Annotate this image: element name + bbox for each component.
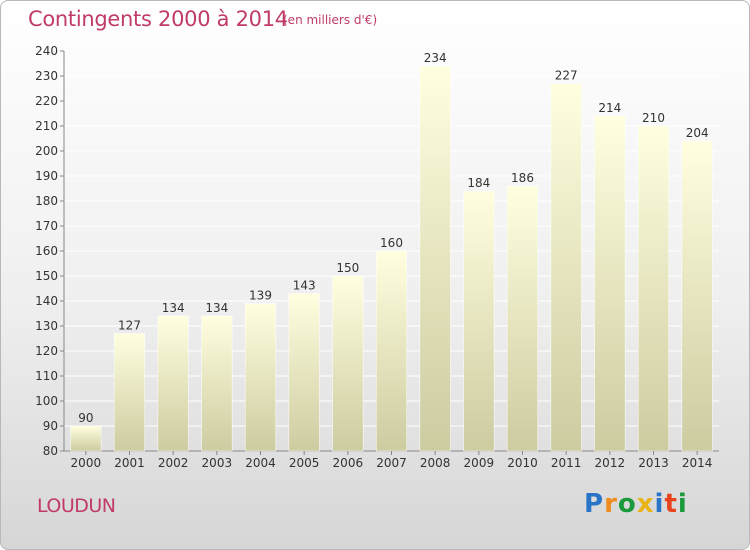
data-label-2010: 186: [511, 171, 534, 185]
y-tick-label: 120: [35, 344, 58, 358]
data-label-2014: 204: [686, 126, 709, 140]
data-label-2002: 134: [162, 301, 185, 315]
y-tick-label: 190: [35, 169, 58, 183]
chart-title: Contingents 2000 à 2014: [28, 7, 288, 31]
data-label-2004: 139: [249, 289, 272, 303]
y-tick-label: 90: [43, 419, 58, 433]
y-tick-label: 150: [35, 269, 58, 283]
bar-2013: [637, 125, 670, 452]
bar-2011: [550, 83, 582, 452]
x-tick-label-2013: 2013: [638, 456, 669, 470]
y-tick-label: 160: [35, 244, 58, 258]
bar-2008: [419, 65, 451, 452]
data-label-2007: 160: [380, 236, 403, 250]
logo-letter: t: [664, 489, 678, 519]
bar-2005: [288, 293, 320, 452]
y-tick-label: 200: [35, 144, 58, 158]
commune-name: LOUDUN: [37, 495, 116, 517]
x-tick-label-2007: 2007: [376, 456, 407, 470]
data-label-2012: 214: [598, 101, 621, 115]
bar-2002: [157, 315, 189, 452]
data-label-2003: 134: [205, 301, 228, 315]
x-tick-label-2006: 2006: [333, 456, 364, 470]
x-tick-label-2008: 2008: [420, 456, 451, 470]
y-tick-label: 180: [35, 194, 58, 208]
x-tick-label-2005: 2005: [289, 456, 320, 470]
y-tick-label: 240: [35, 44, 58, 58]
bar-2010: [506, 185, 539, 452]
logo-letter: i: [677, 489, 688, 519]
y-tick-label: 100: [35, 394, 58, 408]
data-label-2013: 210: [642, 111, 665, 125]
x-tick-label-2009: 2009: [464, 456, 495, 470]
x-tick-label-2014: 2014: [682, 456, 713, 470]
x-tick-label-2010: 2010: [507, 456, 538, 470]
data-label-2009: 184: [467, 176, 490, 190]
y-tick-label: 110: [35, 369, 58, 383]
data-label-2011: 227: [555, 69, 578, 83]
x-tick-label-2000: 2000: [71, 456, 102, 470]
x-tick-label-2001: 2001: [114, 456, 145, 470]
data-label-2006: 150: [336, 261, 359, 275]
logo-letter: P: [584, 489, 605, 519]
bar-2009: [463, 190, 495, 452]
logo-letter: r: [604, 489, 618, 519]
x-tick-label-2003: 2003: [202, 456, 233, 470]
data-label-2005: 143: [293, 279, 316, 293]
data-label-2000: 90: [78, 411, 93, 425]
x-tick-label-2012: 2012: [595, 456, 626, 470]
y-tick-label: 170: [35, 219, 58, 233]
data-label-2008: 234: [424, 51, 447, 65]
y-tick-label: 130: [35, 319, 58, 333]
logo-letter: o: [617, 489, 637, 519]
y-tick-label: 140: [35, 294, 58, 308]
data-label-2001: 127: [118, 319, 141, 333]
bar-2001: [113, 333, 146, 452]
chart-subtitle: (en milliers d'€): [283, 13, 378, 27]
bar-2014: [681, 140, 713, 452]
x-tick-label-2002: 2002: [158, 456, 189, 470]
bar-2006: [332, 275, 364, 452]
x-tick-label-2004: 2004: [245, 456, 276, 470]
bar-2004: [244, 303, 277, 452]
y-tick-label: 230: [35, 69, 58, 83]
proxiti-logo[interactable]: Proxiti: [584, 489, 688, 519]
y-tick-label: 80: [43, 444, 58, 458]
logo-letter: x: [636, 489, 655, 519]
bar-2003: [201, 315, 233, 452]
x-tick-label-2011: 2011: [551, 456, 582, 470]
y-tick-label: 220: [35, 94, 58, 108]
logo-letter: i: [654, 489, 665, 519]
y-tick-label: 210: [35, 119, 58, 133]
bar-2007: [375, 250, 408, 452]
bar-2012: [594, 115, 626, 452]
bar-2000: [70, 425, 102, 452]
